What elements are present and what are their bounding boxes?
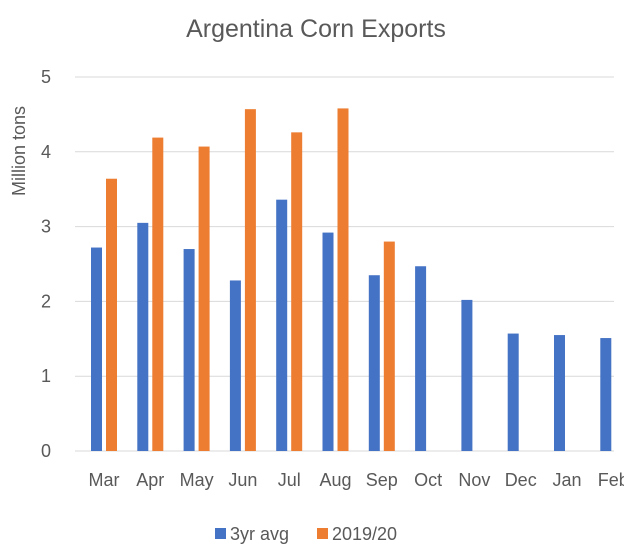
x-tick-label: Feb <box>598 470 624 490</box>
y-tick-label: 0 <box>41 441 51 461</box>
legend-label: 2019/20 <box>332 524 397 544</box>
bars <box>91 108 612 452</box>
x-axis-ticks: Mar Apr May Jun Jul Aug Sep Oct Nov Dec Jan Feb <box>89 470 624 490</box>
x-tick-label: Nov <box>458 470 490 490</box>
x-tick-label: Sep <box>366 470 398 490</box>
bar-3yr-avg-jul <box>276 199 288 451</box>
x-tick-label: Jan <box>552 470 581 490</box>
bar-3yr-avg-feb <box>600 338 612 451</box>
bar-2019-20-may <box>198 146 210 451</box>
x-tick-label: Aug <box>319 470 351 490</box>
bar-3yr-avg-aug <box>322 232 334 451</box>
x-tick-label: Apr <box>136 470 164 490</box>
bar-3yr-avg-mar <box>91 247 102 451</box>
bar-3yr-avg-oct <box>415 266 427 451</box>
bar-2019-20-apr <box>152 137 164 451</box>
y-tick-label: 4 <box>41 142 51 162</box>
y-axis-ticks: 0 1 2 3 4 5 <box>41 67 51 461</box>
legend-label: 3yr avg <box>230 524 289 544</box>
x-tick-label: Oct <box>414 470 442 490</box>
bar-2019-20-jun <box>244 109 256 451</box>
legend-swatch <box>317 528 328 539</box>
bar-3yr-avg-jun <box>229 280 241 451</box>
bar-3yr-avg-jan <box>554 335 565 451</box>
x-tick-label: Jun <box>228 470 257 490</box>
x-tick-label: May <box>180 470 214 490</box>
y-tick-label: 5 <box>41 67 51 87</box>
y-tick-label: 1 <box>41 366 51 386</box>
y-tick-label: 2 <box>41 291 51 311</box>
bar-3yr-avg-sep <box>368 275 380 451</box>
legend-swatch <box>215 528 226 539</box>
bar-2019-20-sep <box>383 241 395 451</box>
x-tick-label: Mar <box>89 470 120 490</box>
bar-2019-20-jul <box>291 132 303 452</box>
legend: 3yr avg 2019/20 <box>215 524 397 544</box>
bar-3yr-avg-nov <box>461 299 473 451</box>
chart-title: Argentina Corn Exports <box>186 15 446 43</box>
x-tick-label: Jul <box>278 470 301 490</box>
x-tick-label: Dec <box>505 470 537 490</box>
bar-3yr-avg-may <box>183 249 195 451</box>
bar-2019-20-mar <box>106 178 117 451</box>
y-axis-label: Million tons <box>9 106 29 196</box>
y-tick-label: 3 <box>41 217 51 237</box>
bar-2019-20-aug <box>337 108 349 451</box>
bar-3yr-avg-dec <box>507 333 519 451</box>
bar-3yr-avg-apr <box>137 222 149 451</box>
